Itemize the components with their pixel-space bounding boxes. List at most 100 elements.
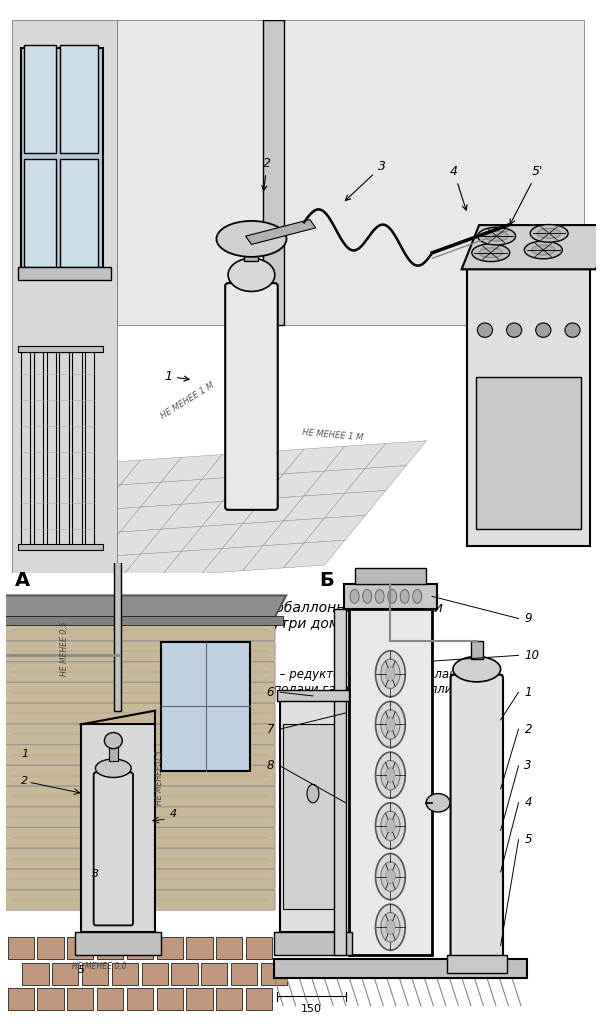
FancyBboxPatch shape xyxy=(5,807,275,827)
Text: 4: 4 xyxy=(525,797,532,809)
Circle shape xyxy=(381,862,400,891)
Bar xyxy=(72,352,81,546)
Text: НЕ МЕНЕЕ 0,5: НЕ МЕНЕЕ 0,5 xyxy=(155,751,164,805)
Ellipse shape xyxy=(426,794,450,812)
Circle shape xyxy=(413,590,422,603)
FancyBboxPatch shape xyxy=(5,703,275,724)
FancyBboxPatch shape xyxy=(5,683,275,702)
Ellipse shape xyxy=(95,759,131,777)
Circle shape xyxy=(385,818,395,834)
Polygon shape xyxy=(18,535,79,562)
Bar xyxy=(109,742,118,761)
Bar xyxy=(280,701,346,932)
Bar xyxy=(354,567,426,584)
FancyBboxPatch shape xyxy=(5,662,275,682)
Circle shape xyxy=(536,323,551,337)
FancyBboxPatch shape xyxy=(5,724,275,744)
Polygon shape xyxy=(263,471,325,499)
Polygon shape xyxy=(243,543,304,570)
FancyBboxPatch shape xyxy=(5,621,275,641)
Text: А: А xyxy=(15,571,30,590)
Bar xyxy=(156,988,183,1010)
Bar xyxy=(447,954,506,973)
Ellipse shape xyxy=(531,245,555,255)
Polygon shape xyxy=(161,502,223,529)
Polygon shape xyxy=(0,559,59,588)
Bar xyxy=(85,352,94,546)
Bar xyxy=(277,690,348,701)
Bar xyxy=(468,269,590,546)
Circle shape xyxy=(381,761,400,790)
Text: 3: 3 xyxy=(345,160,385,201)
Circle shape xyxy=(385,667,395,681)
Polygon shape xyxy=(100,482,161,510)
Bar xyxy=(24,45,56,154)
Polygon shape xyxy=(140,526,202,554)
Polygon shape xyxy=(38,557,100,585)
Bar xyxy=(246,937,272,959)
Bar xyxy=(22,963,49,985)
Bar xyxy=(263,20,283,325)
Bar xyxy=(21,352,30,546)
Ellipse shape xyxy=(485,231,508,241)
Ellipse shape xyxy=(537,228,561,239)
Polygon shape xyxy=(79,507,140,535)
Bar xyxy=(171,963,198,985)
FancyBboxPatch shape xyxy=(451,675,503,958)
Polygon shape xyxy=(181,523,243,551)
Text: 150: 150 xyxy=(301,1005,322,1015)
Bar xyxy=(75,932,161,954)
FancyBboxPatch shape xyxy=(5,890,275,910)
Bar xyxy=(186,937,213,959)
Circle shape xyxy=(376,854,406,899)
Bar xyxy=(244,239,258,261)
Circle shape xyxy=(506,323,522,337)
Circle shape xyxy=(565,323,580,337)
Text: НЕ МЕНЕЕ 0,0: НЕ МЕНЕЕ 0,0 xyxy=(72,962,126,971)
Bar xyxy=(161,641,250,770)
Ellipse shape xyxy=(228,258,275,292)
FancyBboxPatch shape xyxy=(5,641,275,662)
Text: 1: 1 xyxy=(525,686,532,698)
Polygon shape xyxy=(100,529,161,557)
Circle shape xyxy=(376,803,406,849)
Bar xyxy=(60,352,69,546)
Polygon shape xyxy=(345,466,406,494)
Bar xyxy=(261,963,287,985)
Text: 7: 7 xyxy=(267,723,274,735)
Bar xyxy=(246,988,272,1010)
Text: 3: 3 xyxy=(525,760,532,772)
Ellipse shape xyxy=(524,241,562,259)
Circle shape xyxy=(381,811,400,841)
Polygon shape xyxy=(365,440,427,468)
Bar xyxy=(126,988,153,1010)
Text: 5': 5' xyxy=(510,165,543,224)
Ellipse shape xyxy=(530,224,568,243)
Ellipse shape xyxy=(453,656,500,682)
Text: 4: 4 xyxy=(450,165,467,210)
Polygon shape xyxy=(461,225,608,269)
Bar xyxy=(7,988,34,1010)
Circle shape xyxy=(385,869,395,884)
Circle shape xyxy=(350,590,359,603)
Polygon shape xyxy=(140,479,202,507)
Circle shape xyxy=(388,590,396,603)
Polygon shape xyxy=(202,452,263,479)
Text: НЕ МЕНЕЕ 1 М: НЕ МЕНЕЕ 1 М xyxy=(159,381,216,421)
Text: 2: 2 xyxy=(21,776,28,786)
FancyBboxPatch shape xyxy=(5,786,275,807)
Circle shape xyxy=(385,920,395,935)
Text: 3: 3 xyxy=(92,868,100,879)
FancyBboxPatch shape xyxy=(5,827,275,848)
FancyBboxPatch shape xyxy=(225,283,278,510)
Polygon shape xyxy=(223,521,283,549)
Text: 1: 1 xyxy=(164,370,189,383)
Polygon shape xyxy=(283,541,345,568)
Polygon shape xyxy=(59,485,120,513)
Polygon shape xyxy=(246,219,316,245)
Bar xyxy=(18,266,111,281)
Bar xyxy=(97,988,123,1010)
Polygon shape xyxy=(79,554,140,582)
Circle shape xyxy=(307,784,319,803)
Circle shape xyxy=(376,752,406,799)
